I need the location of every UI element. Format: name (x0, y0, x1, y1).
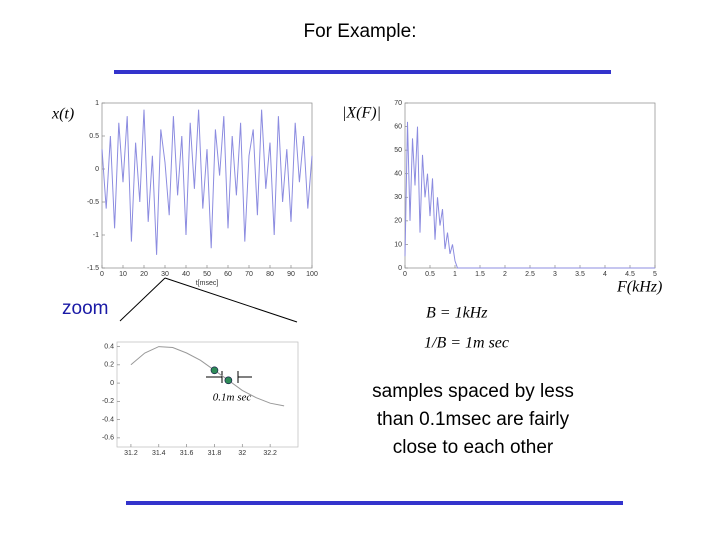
zoom-label: zoom (62, 298, 108, 319)
annotation: 0.1m sec (213, 392, 252, 404)
y-tick-label: 40 (394, 171, 402, 178)
x-tick-label: 2 (503, 271, 507, 278)
y-tick-label: 20 (394, 218, 402, 225)
x-tick-label: 31.6 (180, 450, 194, 457)
x-tick-label: 100 (306, 271, 318, 278)
y-tick-label: 0.2 (104, 362, 114, 369)
x-tick-label: 0 (403, 271, 407, 278)
note: samples spaced by less (372, 381, 574, 402)
x-tick-label: 31.2 (124, 450, 138, 457)
x-tick-label: 3.5 (575, 271, 585, 278)
zoom-line (164, 277, 298, 323)
zoom-line (119, 277, 166, 322)
x-tick-label: 30 (161, 271, 169, 278)
slide-title: For Example: (304, 21, 417, 42)
sample-point (224, 376, 233, 385)
x-tick-label: 80 (266, 271, 274, 278)
x-tick-label: 60 (224, 271, 232, 278)
y-tick-label: -0.6 (102, 435, 114, 442)
x-tick-label: 1.5 (475, 271, 485, 278)
x-tick-label: 40 (182, 271, 190, 278)
y-tick-label: 0 (95, 166, 99, 173)
bandwidth: B = 1kHz (426, 305, 488, 322)
x-tick-label: 4.5 (625, 271, 635, 278)
note: close to each other (393, 437, 554, 458)
y-tick-label: -0.4 (102, 416, 114, 423)
x-tick-label: 70 (245, 271, 253, 278)
x-tick-label: 5 (653, 271, 657, 278)
x-tick-label: 10 (119, 271, 127, 278)
x-tick-label: 31.4 (152, 450, 166, 457)
x-tick-label: 3 (553, 271, 557, 278)
y-tick-label: 0 (398, 265, 402, 272)
x-tick-label: 31.8 (208, 450, 222, 457)
x-tick-label: 0.5 (425, 271, 435, 278)
y-tick-label: 0.5 (89, 133, 99, 140)
y-tick-label: 10 (394, 241, 402, 248)
x-tick-label: 32.2 (263, 450, 277, 457)
plot-frame (404, 102, 656, 269)
y-tick-label: 60 (394, 123, 402, 130)
y-tick-label: 0 (110, 380, 114, 387)
signal-line (101, 109, 313, 255)
note: than 0.1msec are fairly (377, 409, 570, 430)
y-tick-label: -1 (93, 232, 99, 239)
y-tick-label: 1 (95, 100, 99, 107)
y-tick-label: 50 (394, 147, 402, 154)
plot-frame (116, 341, 299, 448)
x-tick-label: 50 (203, 271, 211, 278)
y-tick-label: -0.5 (87, 199, 99, 206)
y-tick-label: 70 (394, 100, 402, 107)
inverse-bandwidth: 1/B = 1m sec (424, 335, 509, 352)
y-tick-label: 30 (394, 194, 402, 201)
sample-point (210, 366, 219, 375)
x-tick-label: 4 (603, 271, 607, 278)
signal-line (130, 346, 285, 407)
x-axis-label: F(kHz) (616, 279, 662, 296)
y-tick-label: -1.5 (87, 265, 99, 272)
x-tick-label: 2.5 (525, 271, 535, 278)
x-tick-label: 20 (140, 271, 148, 278)
y-tick-label: 0.4 (104, 343, 114, 350)
y-tick-label: -0.2 (102, 398, 114, 405)
x-tick-label: 90 (287, 271, 295, 278)
x-tick-label: 0 (100, 271, 104, 278)
y-axis-label: x(t) (51, 106, 74, 123)
x-tick-label: 32 (238, 450, 246, 457)
x-axis-label: t[msec] (196, 280, 219, 287)
x-tick-label: 1 (453, 271, 457, 278)
y-axis-label: |X(F)| (342, 105, 381, 122)
signal-line (404, 121, 655, 269)
